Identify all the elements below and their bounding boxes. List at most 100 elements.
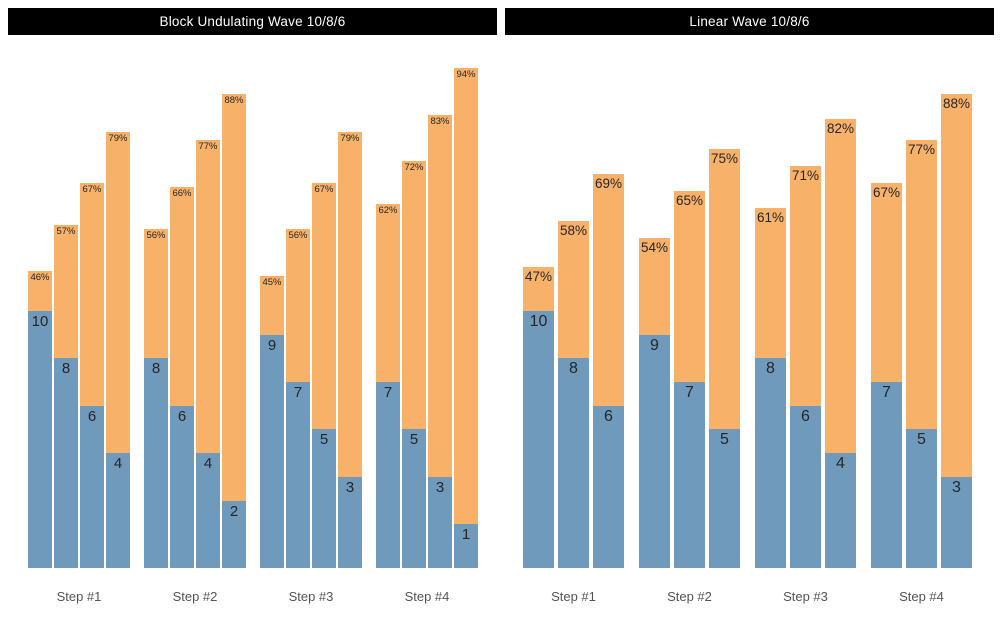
reps-count-label: 5 (409, 431, 419, 448)
reps-segment: 5 (402, 429, 426, 568)
reps-segment: 8 (144, 358, 168, 568)
reps-count-label: 1 (461, 526, 471, 543)
reps-count-label: 3 (345, 479, 355, 496)
reps-segment: 8 (54, 358, 78, 568)
intensity-segment: 46% (28, 271, 52, 311)
reps-count-label: 4 (113, 455, 123, 472)
reps-count-label: 7 (293, 384, 303, 401)
reps-segment: 3 (338, 477, 362, 568)
intensity-segment: 67% (312, 183, 336, 429)
stacked-bar: 67% 7 (871, 183, 902, 568)
intensity-pct-label: 45% (262, 277, 282, 288)
intensity-segment: 47% (523, 267, 554, 311)
intensity-pct-label: 77% (907, 142, 936, 157)
chart-title-right: Linear Wave 10/8/6 (689, 14, 810, 29)
stacked-bar: 66% 6 (170, 187, 194, 568)
axis-category-label: Step #1 (551, 589, 596, 604)
panel-left: Block Undulating Wave 10/8/6 46% 10 57% 8 67… (8, 0, 497, 618)
stacked-bar: 83% 3 (428, 115, 452, 568)
chart-title-bar-left: Block Undulating Wave 10/8/6 (8, 8, 497, 35)
reps-segment: 2 (222, 501, 246, 568)
plot-area-right: 47% 10 58% 8 69% 6 Step #1 54% 9 65% 7 75% 5 Step #2 6… (505, 0, 994, 618)
plot-area-left: 46% 10 57% 8 67% 6 79% 4 Step #1 56% 8 66% 6 77% 4 88% 2… (8, 0, 497, 618)
intensity-pct-label: 62% (378, 205, 398, 216)
intensity-pct-label: 58% (559, 223, 588, 238)
reps-count-label: 7 (685, 384, 694, 401)
stacked-bar: 65% 7 (674, 191, 705, 568)
intensity-segment: 45% (260, 276, 284, 335)
reps-count-label: 6 (177, 408, 187, 425)
reps-count-label: 10 (31, 313, 49, 330)
intensity-segment: 58% (558, 221, 589, 358)
intensity-segment: 67% (80, 183, 104, 406)
stacked-bar: 67% 5 (312, 183, 336, 568)
intensity-pct-label: 79% (340, 133, 360, 144)
reps-segment: 10 (523, 311, 554, 568)
axis-category-label: Step #1 (56, 589, 102, 604)
intensity-segment: 69% (593, 174, 624, 406)
reps-count-label: 7 (882, 384, 891, 401)
intensity-pct-label: 54% (640, 240, 669, 255)
axis-category-label: Step #2 (667, 589, 712, 604)
intensity-pct-label: 46% (30, 272, 50, 283)
reps-segment: 6 (170, 406, 194, 568)
intensity-pct-label: 67% (82, 184, 102, 195)
intensity-segment: 71% (790, 166, 821, 406)
intensity-pct-label: 67% (872, 185, 901, 200)
reps-count-label: 8 (569, 360, 578, 377)
intensity-pct-label: 67% (314, 184, 334, 195)
intensity-pct-label: 88% (942, 96, 971, 111)
intensity-segment: 72% (402, 161, 426, 429)
stacked-bar: 47% 10 (523, 267, 554, 568)
stacked-bar: 62% 7 (376, 204, 400, 568)
reps-segment: 9 (639, 335, 670, 568)
reps-count-label: 6 (604, 408, 613, 425)
intensity-segment: 57% (54, 225, 78, 358)
reps-segment: 10 (28, 311, 52, 568)
reps-segment: 1 (454, 524, 478, 568)
stacked-bar: 72% 5 (402, 161, 426, 568)
reps-segment: 8 (755, 358, 786, 568)
intensity-pct-label: 88% (224, 95, 244, 106)
intensity-pct-label: 69% (594, 176, 623, 191)
intensity-pct-label: 65% (675, 193, 704, 208)
intensity-pct-label: 71% (791, 168, 820, 183)
reps-count-label: 6 (801, 408, 810, 425)
stacked-bar: 79% 4 (106, 132, 130, 568)
stacked-bar: 77% 4 (196, 140, 220, 568)
reps-segment: 7 (286, 382, 310, 568)
intensity-segment: 94% (454, 68, 478, 524)
reps-count-label: 4 (836, 455, 845, 472)
intensity-segment: 79% (106, 132, 130, 453)
intensity-segment: 82% (825, 119, 856, 453)
reps-count-label: 5 (319, 431, 329, 448)
reps-count-label: 6 (87, 408, 97, 425)
intensity-pct-label: 82% (826, 121, 855, 136)
intensity-segment: 77% (196, 140, 220, 453)
intensity-segment: 77% (906, 140, 937, 429)
reps-count-label: 3 (435, 479, 445, 496)
reps-segment: 5 (312, 429, 336, 568)
stacked-bar: 88% 3 (941, 94, 972, 568)
intensity-pct-label: 77% (198, 141, 218, 152)
intensity-segment: 62% (376, 204, 400, 382)
stacked-bar: 67% 6 (80, 183, 104, 568)
intensity-pct-label: 66% (172, 188, 192, 199)
reps-count-label: 8 (766, 360, 775, 377)
axis-category-label: Step #4 (899, 589, 944, 604)
reps-segment: 3 (428, 477, 452, 568)
axis-category-label: Step #3 (288, 589, 334, 604)
reps-count-label: 9 (650, 337, 659, 354)
stacked-bar: 71% 6 (790, 166, 821, 568)
reps-segment: 7 (376, 382, 400, 568)
intensity-pct-label: 56% (288, 230, 308, 241)
intensity-pct-label: 94% (456, 69, 476, 80)
intensity-segment: 83% (428, 115, 452, 477)
intensity-segment: 56% (286, 229, 310, 382)
stacked-bar: 46% 10 (28, 271, 52, 568)
intensity-segment: 65% (674, 191, 705, 382)
stacked-bar: 69% 6 (593, 174, 624, 568)
reps-count-label: 5 (917, 431, 926, 448)
stacked-bar: 56% 7 (286, 229, 310, 568)
reps-segment: 9 (260, 335, 284, 568)
